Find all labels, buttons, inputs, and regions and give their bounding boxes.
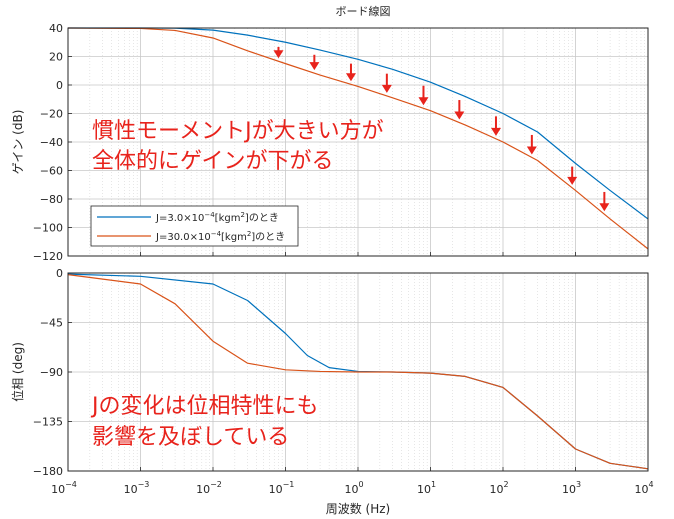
series-line-2 xyxy=(67,274,649,470)
x-ticks: 10−4 10−3 10−2 10−1 100 101 102 103 104 xyxy=(51,252,654,496)
x-tick-label: 10−1 xyxy=(269,480,295,496)
phase-panel: 0 −45 −90 −135 −180 位相 (deg) Jの変化は位相特性にも 影響を… xyxy=(10,267,649,478)
series-line-2 xyxy=(67,27,649,250)
y-tick-label: 40 xyxy=(49,22,63,35)
phase-y-axis-label: 位相 (deg) xyxy=(10,342,25,402)
y-tick-label: −180 xyxy=(33,465,63,478)
gain-annotation-line-2: 全体的にゲインが下がる xyxy=(92,149,334,174)
down-arrow-head xyxy=(454,111,465,120)
down-arrow-head xyxy=(345,73,356,82)
y-tick-label: 20 xyxy=(49,51,63,64)
series-line-1 xyxy=(68,27,649,220)
legend-box xyxy=(90,205,299,247)
y-tick-label: −20 xyxy=(40,108,63,121)
x-tick-label: 100 xyxy=(344,480,363,496)
y-tick-label: 0 xyxy=(56,267,63,280)
x-tick-label: 101 xyxy=(417,480,436,496)
x-tick-label: 10−2 xyxy=(196,480,222,496)
down-arrow-head xyxy=(490,127,501,136)
gain-lines xyxy=(67,27,649,250)
x-tick-label: 104 xyxy=(634,480,653,496)
down-arrow-head xyxy=(526,146,537,155)
x-tick-label: 103 xyxy=(562,480,581,496)
x-tick-label: 102 xyxy=(489,480,508,496)
down-arrow-head xyxy=(309,62,320,71)
phase-annotation-line-2: 影響を及ぼしている xyxy=(92,425,289,450)
y-tick-label: −80 xyxy=(40,193,63,206)
y-tick-label: −45 xyxy=(40,317,63,330)
x-axis-label: 周波数 (Hz) xyxy=(326,501,391,516)
y-tick-label: 0 xyxy=(56,79,63,92)
y-tick-label: −90 xyxy=(40,366,63,379)
gain-y-axis-label: ゲイン (dB) xyxy=(11,110,25,175)
phase-lines xyxy=(67,273,649,470)
y-tick-label: −40 xyxy=(40,136,63,149)
legend-entry-1: J=3.0×10−4[kgm2]のとき xyxy=(155,211,279,224)
y-tick-label: −120 xyxy=(33,250,63,263)
gain-y-ticks: 40 20 0 −20 −40 −60 −80 −100 −120 xyxy=(33,22,72,263)
down-arrow-head xyxy=(418,97,429,106)
y-tick-label: −60 xyxy=(40,165,63,178)
down-arrow-head xyxy=(381,84,392,93)
x-tick-label: 10−4 xyxy=(51,480,77,496)
gain-panel: 40 20 0 −20 −40 −60 −80 −100 −120 ゲイン (dB) 慣性モーメ… xyxy=(11,22,649,263)
y-tick-label: −100 xyxy=(33,222,63,235)
legend-entry-2: J=30.0×10−4[kgm2]のとき xyxy=(155,230,285,243)
y-tick-label: −135 xyxy=(33,416,63,429)
gain-annotation-line-1: 慣性モーメントJが大きい方が xyxy=(92,119,384,144)
down-arrow-head xyxy=(273,50,284,59)
chart-title: ボード線図 xyxy=(336,4,391,18)
legend: J=3.0×10−4[kgm2]のとき J=30.0×10−4[kgm2]のとき xyxy=(90,205,299,247)
down-arrow-head xyxy=(599,203,610,212)
down-arrow-head xyxy=(567,176,578,185)
phase-annotation-line-1: Jの変化は位相特性にも xyxy=(90,394,319,419)
gain-grid xyxy=(67,27,649,257)
x-tick-label: 10−3 xyxy=(124,480,150,496)
gain-arrows xyxy=(273,46,610,212)
phase-y-ticks: 0 −45 −90 −135 −180 xyxy=(33,267,72,478)
